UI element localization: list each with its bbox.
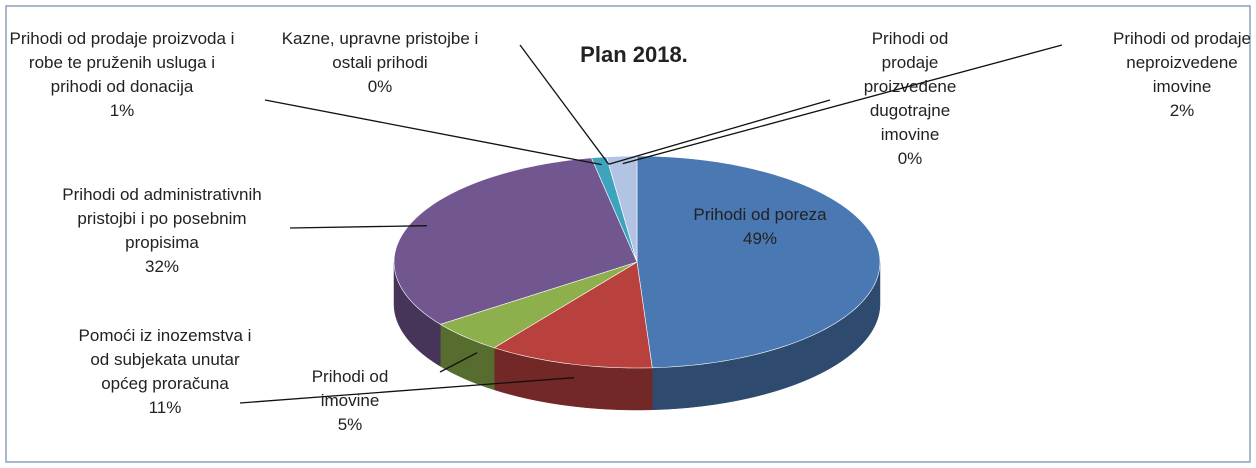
leader-line [289,225,427,229]
category-line: prodaje [882,53,939,72]
value-label: 32% [145,257,179,276]
slice [439,261,638,349]
category-line: imovine [881,125,940,144]
slice [393,157,638,325]
category-line: Kazne, upravne pristojbe i [282,29,479,48]
value-label: 0% [898,149,923,168]
category-line: pristojbi i po posebnim [77,209,246,228]
category-line: Prihodi od administrativnih [62,185,261,204]
category-label: Prihodi od prodaje proizvoda i robe te pr… [10,29,235,96]
leader-line [264,99,602,166]
category-line: Prihodi od prodaje proizvoda i [10,29,235,48]
value-label: 11% [149,398,182,417]
value-label: 1% [110,101,135,120]
category-label: Prihodi od prodaje proizvedene dugotrajne im… [864,29,957,144]
data-label: Prihodi od prodaje proizvoda i robe te pr… [10,29,235,120]
category-line: robe te pruženih usluga i [29,53,215,72]
leader-line [519,44,610,165]
category-line: imovine [321,391,380,410]
chart-title: Plan 2018. [580,42,688,67]
category-line: prihodi od donacija [51,77,194,96]
value-label: 49% [743,229,777,248]
leader-line [239,377,574,404]
category-line: Prihodi od [312,367,389,386]
value-label: 2% [1170,101,1195,120]
category-label: Prihodi od prodaje neproizvedene imovine [1113,29,1251,96]
data-label: Prihodi od prodaje neproizvedene imovine 2% [1113,29,1251,120]
leader-line [439,352,478,373]
category-label: Prihodi od imovine [312,367,389,410]
slice [493,261,653,369]
data-label: Prihodi od imovine 5% [312,367,389,434]
category-line: propisima [125,233,199,252]
data-label: Prihodi od prodaje proizvedene dugotrajne im… [864,29,957,168]
category-label: Prihodi od poreza [693,205,827,224]
leader-line [608,99,831,165]
slice [636,155,881,369]
data-label: Prihodi od administrativnih pristojbi i p… [62,185,261,276]
category-line: ostali prihodi [332,53,427,72]
value-label: 5% [338,415,363,434]
category-line: proizvedene [864,77,957,96]
category-line: dugotrajne [870,101,950,120]
data-label: Prihodi od poreza 49% [693,205,827,248]
category-line: od subjekata unutar [90,350,240,369]
category-line: Pomoći iz inozemstva i [79,326,252,345]
value-label: 0% [368,77,393,96]
category-label: Pomoći iz inozemstva i od subjekata unuta… [79,326,252,393]
category-line: Prihodi od [872,29,949,48]
category-line: Prihodi od prodaje [1113,29,1251,48]
data-label: Kazne, upravne pristojbe i ostali prihodi… [282,29,479,96]
data-label: Pomoći iz inozemstva i od subjekata unuta… [79,326,252,417]
category-line: neproizvedene [1126,53,1238,72]
category-label: Prihodi od administrativnih pristojbi i p… [62,185,261,252]
category-line: Prihodi od poreza [693,205,827,224]
category-label: Kazne, upravne pristojbe i ostali prihodi [282,29,479,72]
category-line: imovine [1153,77,1212,96]
category-line: općeg proračuna [101,374,229,393]
leader-line [622,44,1063,165]
